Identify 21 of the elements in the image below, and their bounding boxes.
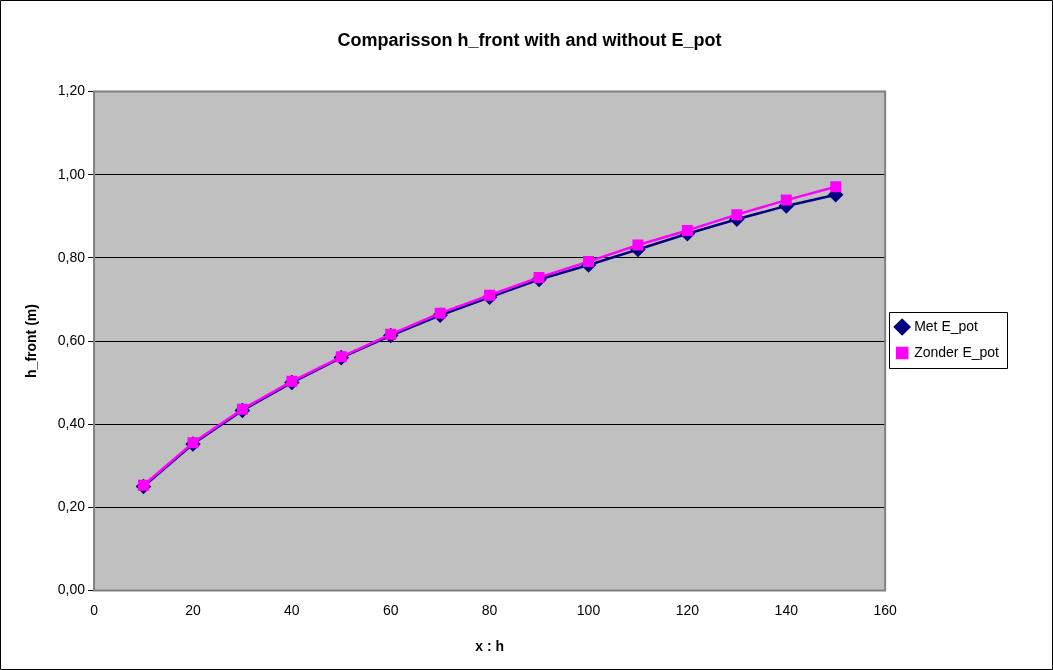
chart-title: Comparisson h_front with and without E_pot: [337, 29, 722, 50]
x-tick-label: 80: [481, 601, 498, 618]
x-tick-label: 160: [873, 601, 898, 618]
y-tick-label: 0,40: [57, 414, 86, 431]
y-tick-label: 1,20: [57, 82, 86, 99]
x-tick-label: 0: [90, 601, 99, 618]
y-tick-label: 0,20: [57, 498, 86, 515]
x-tick-label: 140: [774, 601, 799, 618]
y-tick-label: 0,60: [57, 331, 86, 348]
legend-label: Met E_pot: [914, 317, 979, 334]
x-tick-label: 100: [576, 601, 601, 618]
x-tick-label: 40: [284, 601, 300, 618]
y-axis-title: h_front (m): [23, 304, 40, 378]
y-tick-label: 0,00: [57, 581, 86, 598]
x-tick-label: 20: [185, 601, 201, 618]
x-tick-label: 120: [675, 601, 700, 618]
y-tick-label: 0,80: [57, 248, 86, 265]
y-tick-label: 1,00: [57, 165, 86, 182]
x-tick-label: 60: [382, 601, 399, 618]
legend-label: Zonder E_pot: [914, 343, 1000, 360]
x-axis-title: x : h: [475, 638, 504, 655]
